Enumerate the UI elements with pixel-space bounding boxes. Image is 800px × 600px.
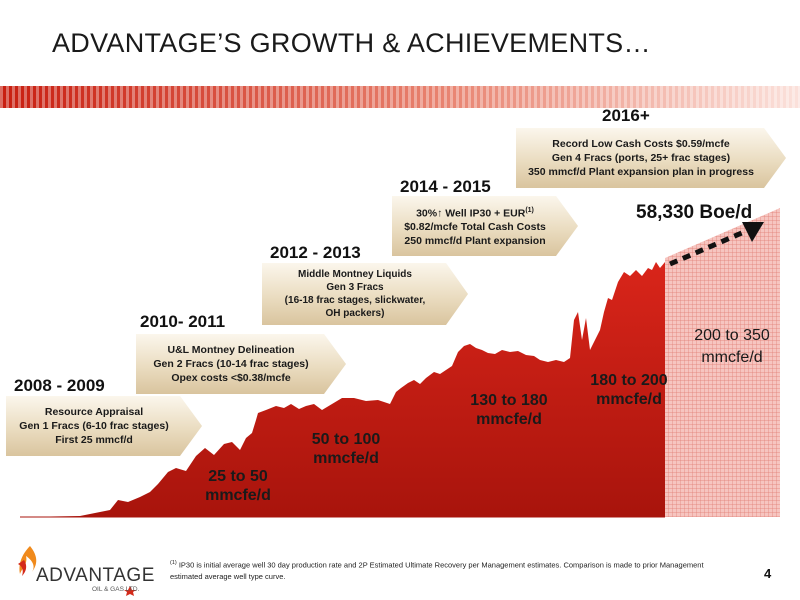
- range-label: 50 to 100 mmcfe/d: [294, 430, 398, 468]
- callout-line: 250 mmcf/d Plant expansion: [404, 235, 546, 248]
- callout-line: 350 mmcf/d Plant expansion plan in progr…: [528, 166, 754, 178]
- range-unit: mmcfe/d: [205, 487, 271, 504]
- callout-line: Gen 2 Fracs (10-14 frac stages): [153, 358, 309, 370]
- footnote: (1) IP30 is initial average well 30 day …: [170, 558, 730, 582]
- production-headline: 58,330 Boe/d: [636, 202, 753, 223]
- slide-title: ADVANTAGE’S GROWTH & ACHIEVEMENTS…: [52, 28, 651, 58]
- callout-text: 30%↑ Well IP30 + EUR: [416, 207, 526, 220]
- period-label: 2010- 2011: [140, 312, 226, 331]
- callout-2014-2015: 30%↑ Well IP30 + EUR(1) $0.82/mcfe Total…: [392, 196, 578, 256]
- callout-line: Middle Montney Liquids: [298, 269, 412, 280]
- range-label: 25 to 50 mmcfe/d: [190, 467, 286, 505]
- projection-area: [665, 208, 780, 517]
- range-label: 180 to 200 mmcfe/d: [576, 371, 682, 409]
- callout-line: Resource Appraisal: [44, 406, 144, 418]
- callout-line: Record Low Cash Costs $0.59/mcfe: [552, 138, 730, 150]
- callout-2008-2009: Resource Appraisal Gen 1 Fracs (6-10 fra…: [6, 396, 202, 456]
- callout-line: First 25 mmcf/d: [55, 434, 133, 446]
- callout-line: Gen 3 Fracs: [326, 282, 384, 293]
- page-number: 4: [764, 566, 772, 581]
- production-area: [20, 262, 665, 517]
- callout-line: OH packers): [325, 308, 385, 319]
- callout-line: (16-18 frac stages, slickwater,: [284, 295, 426, 306]
- period-label: 2016+: [602, 106, 650, 125]
- header-stripe: [0, 86, 800, 108]
- logo-subtitle: OIL & GAS LTD.: [92, 586, 140, 593]
- callout-line: 30%↑ Well IP30 + EUR(1): [416, 204, 534, 221]
- callout-2010-2011: U&L Montney Delineation Gen 2 Fracs (10-…: [136, 334, 346, 394]
- projection-unit: mmcfe/d: [701, 349, 763, 366]
- callout-line: U&L Montney Delineation: [167, 344, 295, 356]
- period-label: 2014 - 2015: [400, 177, 491, 196]
- callout-2016-plus: Record Low Cash Costs $0.59/mcfe Gen 4 F…: [516, 128, 786, 188]
- callout-line: Opex costs <$0.38/mcfe: [171, 372, 291, 384]
- arrow-head-icon: [742, 222, 764, 242]
- footnote-marker: (1): [525, 206, 534, 214]
- period-label: 2012 - 2013: [270, 243, 361, 262]
- range-value: 50 to 100: [311, 431, 381, 448]
- projection-value: 200 to 350: [694, 327, 770, 344]
- flame-icon: [19, 546, 37, 574]
- range-unit: mmcfe/d: [476, 411, 542, 428]
- range-value: 25 to 50: [208, 468, 268, 485]
- range-label: 130 to 180 mmcfe/d: [456, 391, 562, 429]
- projection-label: 200 to 350 mmcfe/d: [676, 325, 788, 369]
- period-label: 2008 - 2009: [14, 376, 105, 395]
- callout-2012-2013: Middle Montney Liquids Gen 3 Fracs (16-1…: [262, 263, 468, 325]
- footnote-text: IP30 is initial average well 30 day prod…: [170, 560, 704, 581]
- range-value: 130 to 180: [470, 392, 548, 409]
- footnote-marker: (1): [170, 560, 177, 566]
- range-value: 180 to 200: [590, 372, 668, 389]
- range-unit: mmcfe/d: [596, 391, 662, 408]
- callout-line: Gen 4 Fracs (ports, 25+ frac stages): [551, 152, 731, 164]
- advantage-logo: [18, 546, 136, 596]
- callout-line: Gen 1 Fracs (6-10 frac stages): [19, 420, 169, 432]
- logo-name: ADVANTAGE: [36, 565, 155, 586]
- range-unit: mmcfe/d: [313, 450, 379, 467]
- logo-star-icon: [124, 586, 136, 596]
- callout-line: $0.82/mcfe Total Cash Costs: [404, 221, 546, 234]
